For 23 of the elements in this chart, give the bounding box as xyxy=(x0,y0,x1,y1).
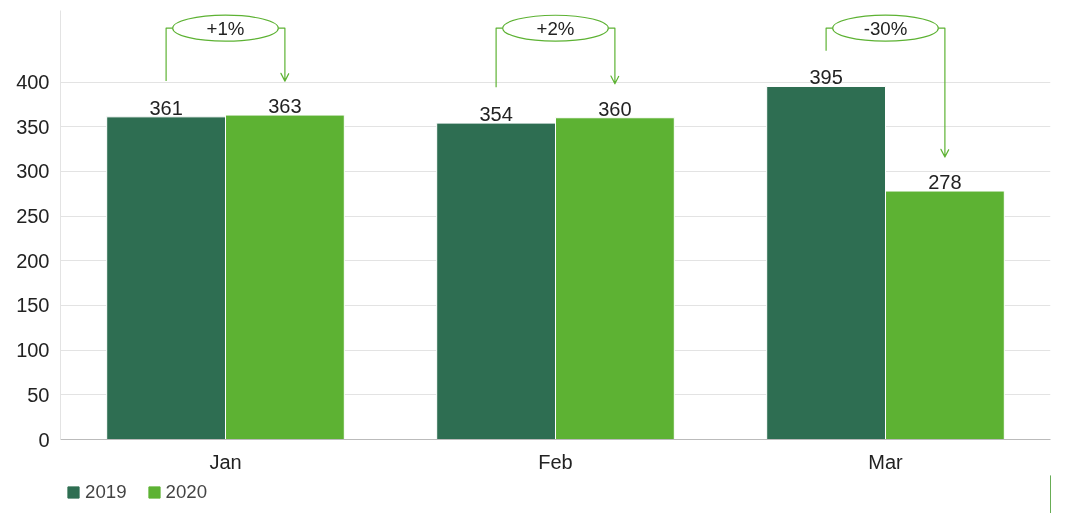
y-tick-label: 0 xyxy=(38,428,50,451)
y-tick-label: 350 xyxy=(16,115,50,138)
data-label: 278 xyxy=(928,171,962,194)
y-tick-label: 300 xyxy=(16,160,50,183)
y-tick-label: 200 xyxy=(16,249,50,272)
x-tick-label: Jan xyxy=(209,450,242,473)
annotation: +2% xyxy=(536,17,575,39)
y-tick-label: 400 xyxy=(16,71,50,93)
y-tick-label: 150 xyxy=(16,294,50,317)
annotation: -30% xyxy=(863,17,908,39)
legend-label: 2019 xyxy=(85,481,127,503)
y-tick-label: 100 xyxy=(16,339,50,362)
x-tick-label: Mar xyxy=(868,450,904,473)
data-label: 360 xyxy=(598,97,632,120)
x-tick-label: Feb xyxy=(538,450,573,473)
annotation: +1% xyxy=(206,17,245,39)
data-label: 395 xyxy=(809,66,843,89)
y-tick-label: 50 xyxy=(27,383,50,406)
data-label: 361 xyxy=(149,96,183,119)
y-tick-label: 250 xyxy=(16,205,50,228)
data-label: 354 xyxy=(479,103,513,126)
data-label: 363 xyxy=(268,95,302,118)
legend-label: 2020 xyxy=(165,481,208,503)
